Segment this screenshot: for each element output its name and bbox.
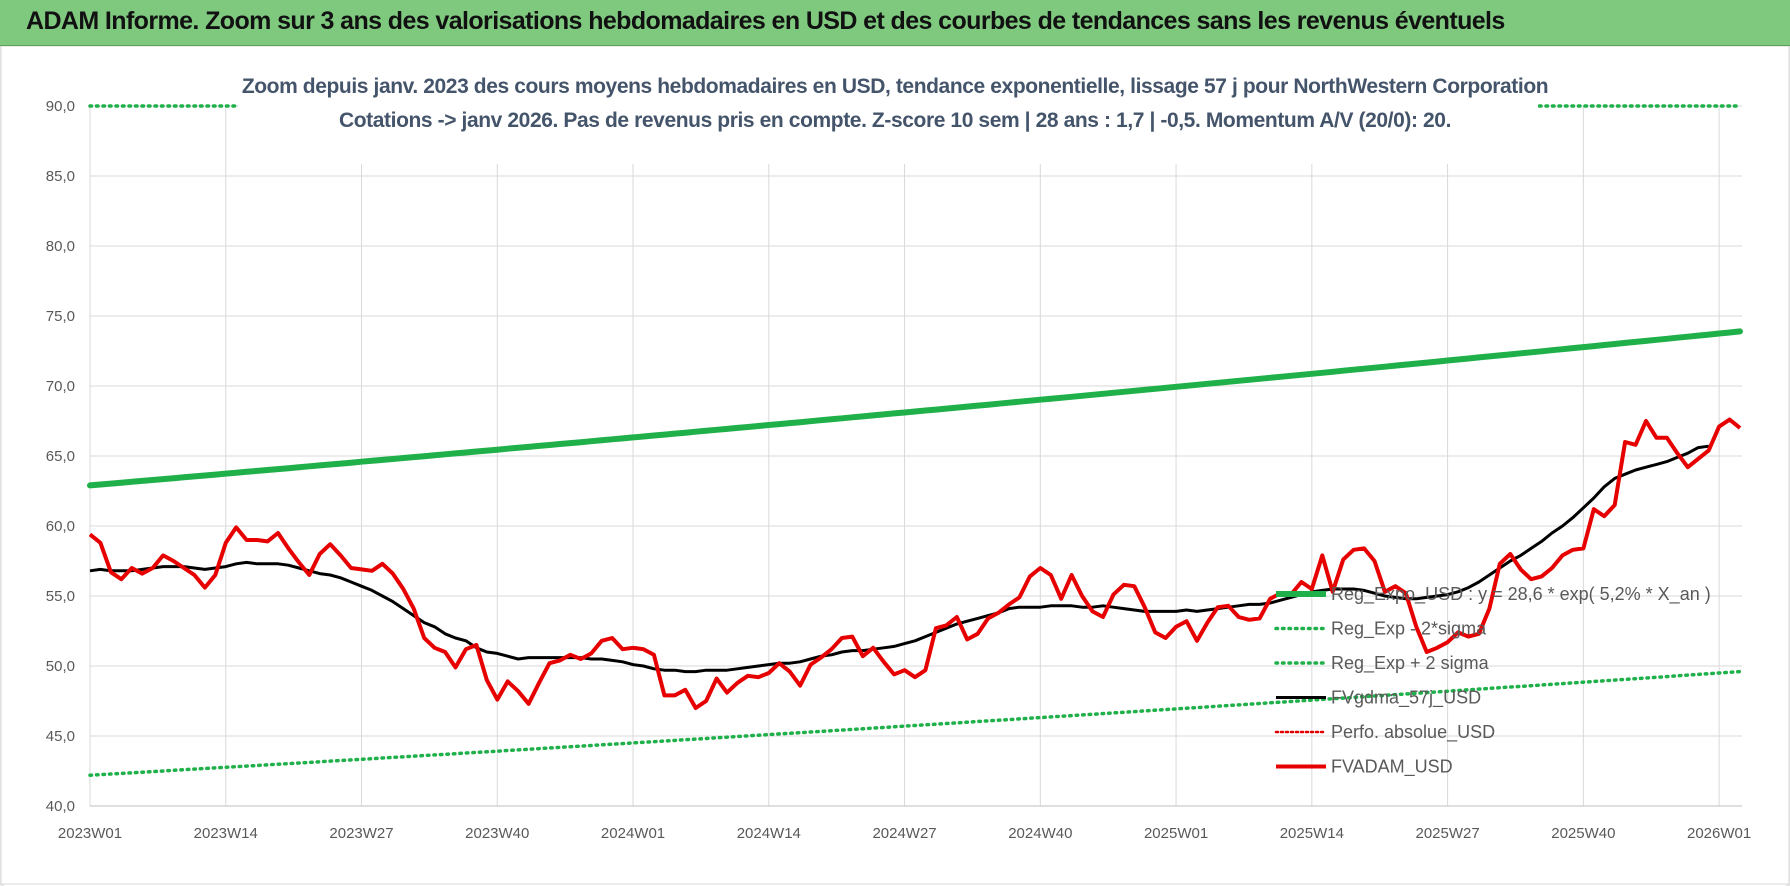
- y-tick-label: 70,0: [46, 378, 75, 395]
- legend-label: FVADAM_USD: [1331, 757, 1453, 778]
- report-title: ADAM Informe. Zoom sur 3 ans des valoris…: [26, 7, 1505, 35]
- y-axis-ticks: 40,0 45,0 50,0 55,0 60,0 65,0 70,0 75,0 80,0 85,0…: [46, 98, 75, 815]
- x-tick-label: 2025W40: [1551, 825, 1615, 842]
- x-tick-label: 2024W14: [737, 825, 801, 842]
- fvgdma-line: [89, 444, 1709, 674]
- legend-label: Reg_Expo_USD : y = 28,6 * exp( 5,2% * X_…: [1331, 584, 1711, 605]
- reg-expo-line: [87, 328, 1743, 489]
- x-tick-label: 2023W40: [465, 825, 529, 842]
- legend-label: Reg_Exp + 2 sigma: [1331, 653, 1490, 674]
- x-tick-label: 2025W01: [1144, 825, 1208, 842]
- y-tick-label: 60,0: [46, 518, 75, 535]
- x-tick-label: 2024W40: [1008, 825, 1072, 842]
- y-tick-label: 55,0: [46, 588, 75, 605]
- y-tick-label: 50,0: [46, 658, 75, 675]
- x-tick-label: 2026W01: [1687, 825, 1751, 842]
- y-tick-label: 65,0: [46, 448, 75, 465]
- x-tick-label: 2024W27: [872, 825, 936, 842]
- report-header: ADAM Informe. Zoom sur 3 ans des valoris…: [0, 0, 1790, 46]
- y-tick-label: 75,0: [46, 308, 75, 325]
- reg-minus-2sigma-line: [88, 669, 1742, 777]
- chart-title-background: [238, 64, 1538, 164]
- y-tick-label: 45,0: [46, 728, 75, 745]
- x-tick-label: 2023W14: [194, 825, 258, 842]
- x-axis-ticks: 2023W01 2023W14 2023W27 2023W40 2024W01 2024W…: [58, 825, 1751, 842]
- chart-title-line-2: Cotations -> janv 2026. Pas de revenus p…: [339, 109, 1451, 132]
- legend-label: FVgdma_57j_USD: [1331, 688, 1481, 709]
- y-tick-label: 85,0: [46, 168, 75, 185]
- x-tick-label: 2024W01: [601, 825, 665, 842]
- legend-label: Reg_Exp - 2*sigma: [1331, 619, 1487, 640]
- y-tick-label: 90,0: [46, 98, 75, 115]
- x-tick-label: 2023W01: [58, 825, 122, 842]
- x-tick-label: 2025W27: [1415, 825, 1479, 842]
- y-tick-label: 80,0: [46, 238, 75, 255]
- chart: 40,0 45,0 50,0 55,0 60,0 65,0 70,0 75,0 80,0 85,0…: [0, 46, 1790, 885]
- legend-label: Perfo. absolue_USD: [1331, 722, 1495, 743]
- x-tick-label: 2025W14: [1280, 825, 1344, 842]
- legend: Reg_Expo_USD : y = 28,6 * exp( 5,2% * X_…: [1274, 584, 1711, 778]
- chart-title-line-1: Zoom depuis janv. 2023 des cours moyens …: [242, 75, 1548, 98]
- chart-area: [0, 46, 1790, 885]
- fvadam-line: [88, 417, 1742, 710]
- x-tick-label: 2023W27: [329, 825, 393, 842]
- y-tick-label: 40,0: [46, 798, 75, 815]
